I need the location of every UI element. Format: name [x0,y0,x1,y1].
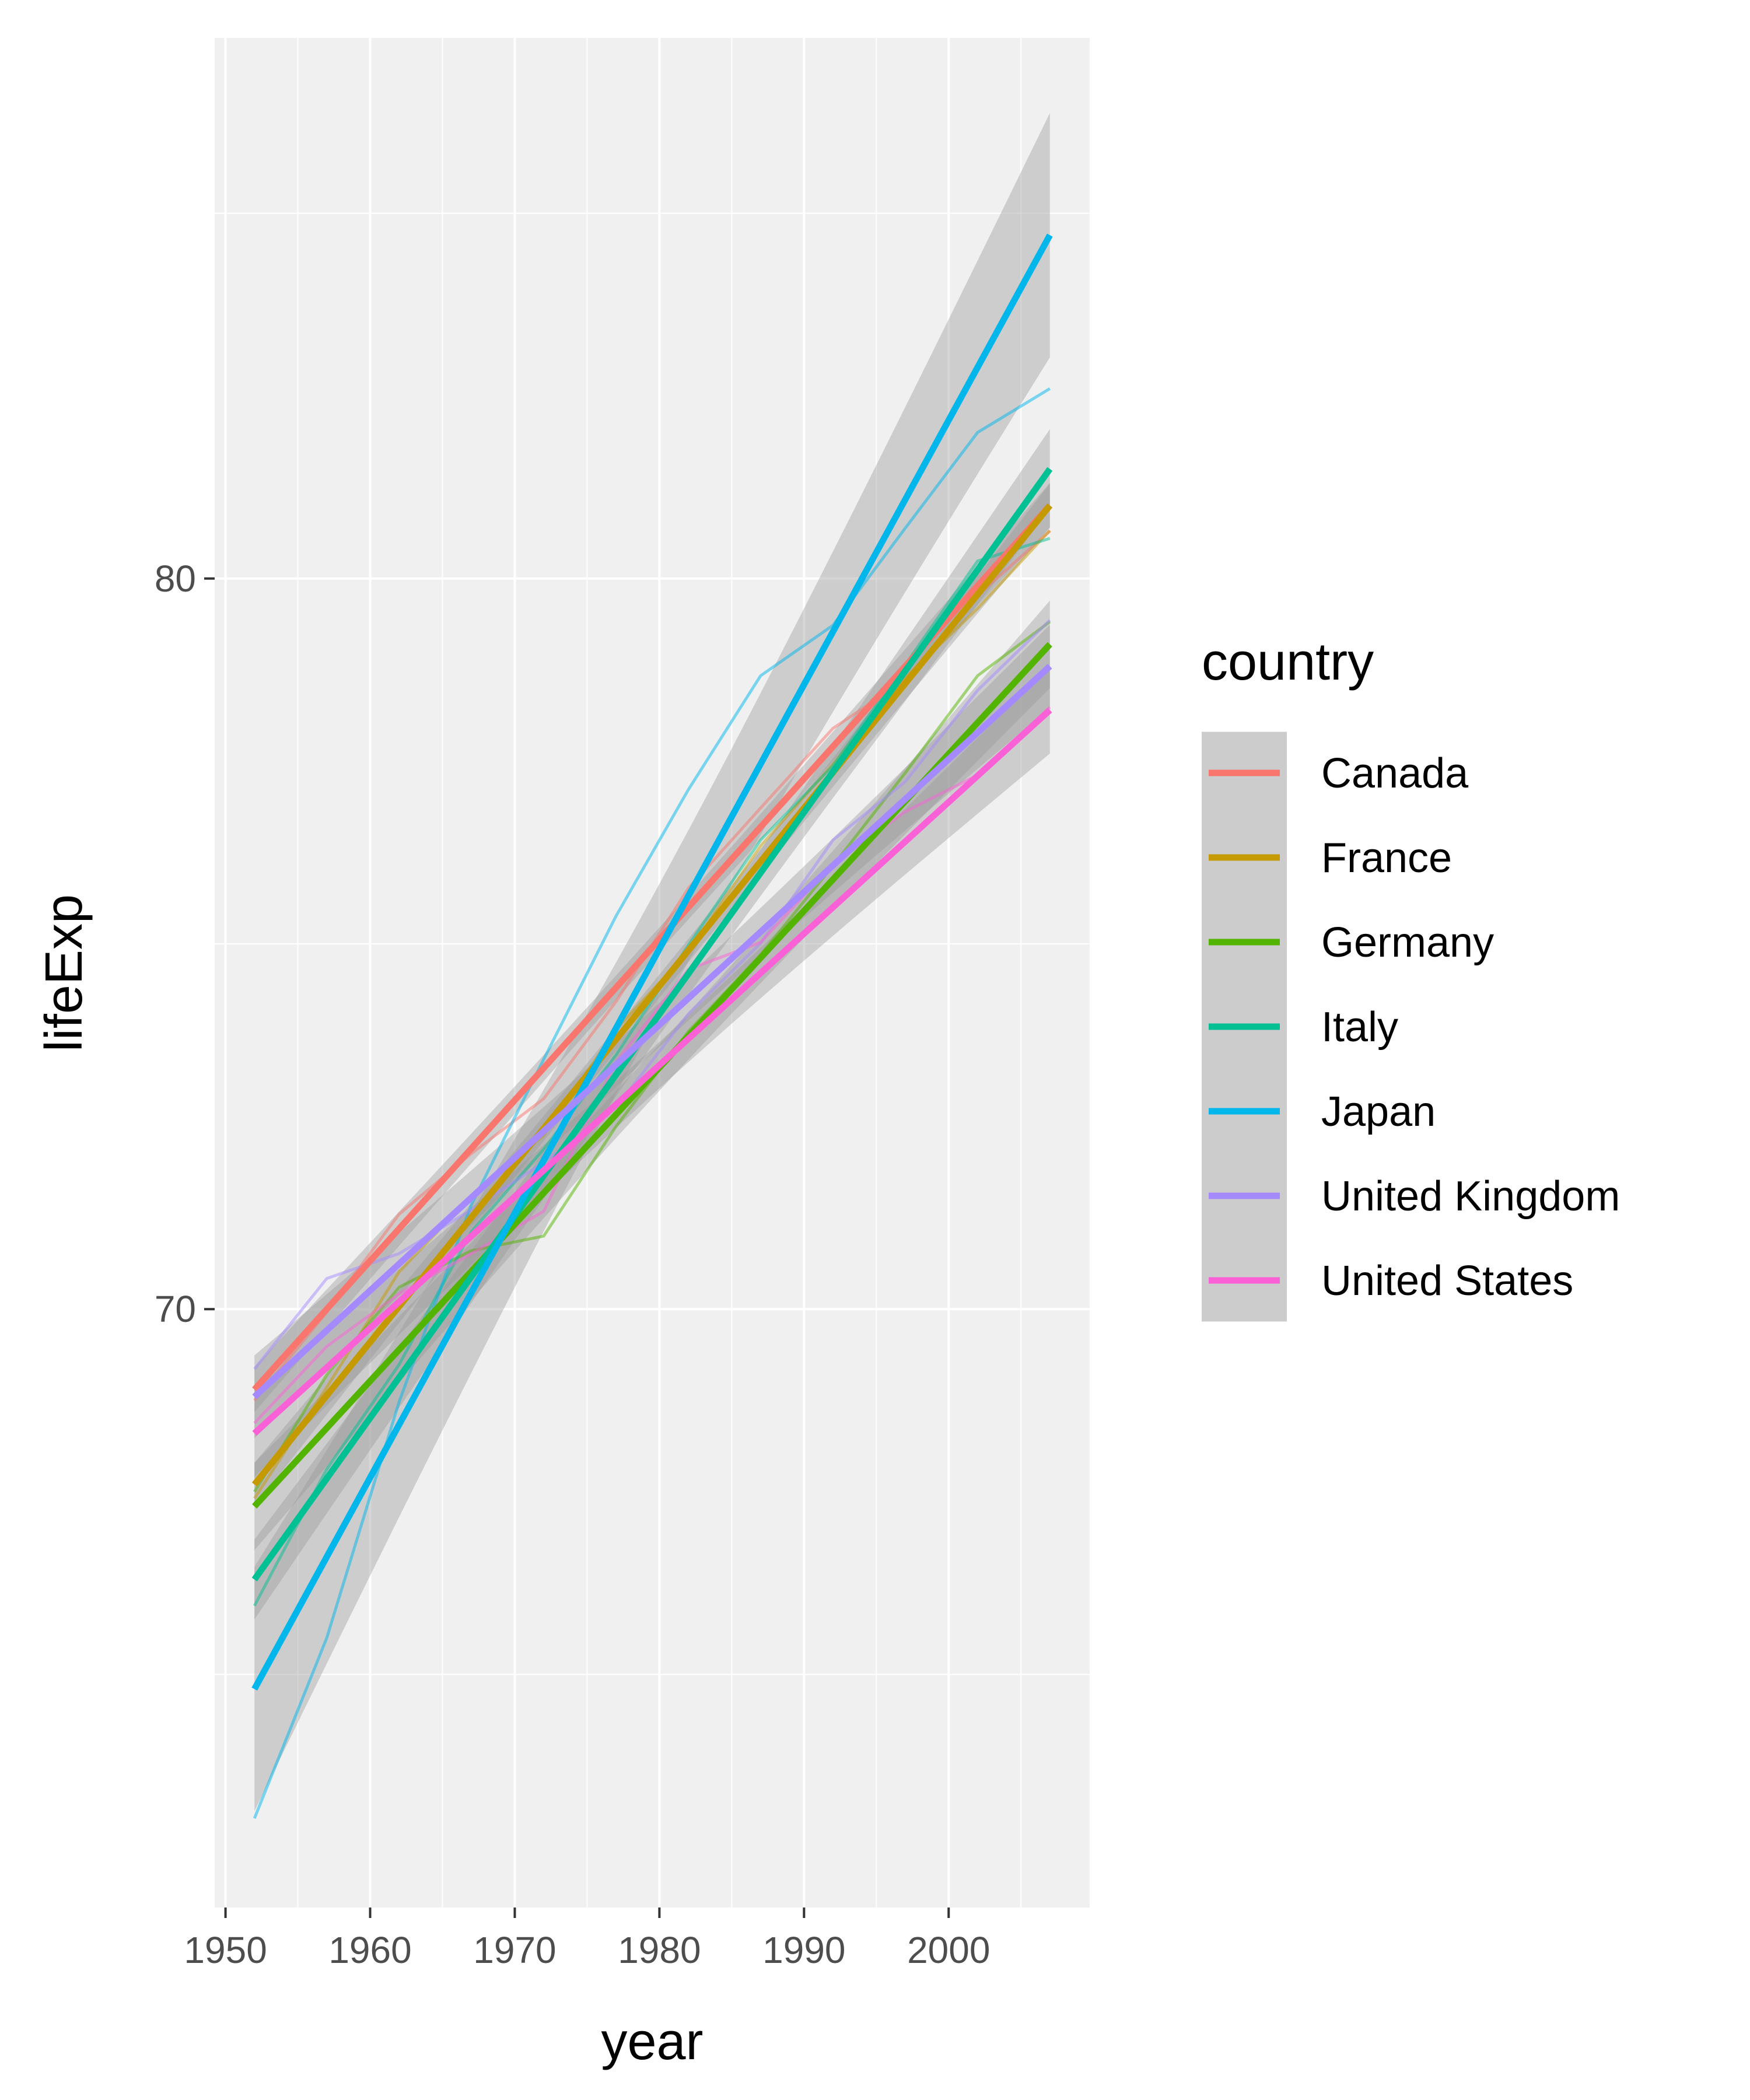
grid-major [215,38,1090,1908]
legend-label: Canada [1321,750,1469,797]
series-line-raw [253,619,1051,1370]
y-tick-label: 80 [155,558,196,600]
x-axis-title: year [601,2013,703,2071]
legend-label: Italy [1321,1004,1398,1051]
y-axis: 70 80 [155,558,215,1330]
series-line-raw [253,537,1051,1606]
legend-keys: Canada France Germany Italy Japan United King… [1202,732,1620,1322]
fit-lines [251,233,1053,1691]
x-axis: 1950 1960 1970 1980 1990 2000 [184,1908,990,1971]
x-tick-label: 1960 [328,1929,411,1971]
legend-label: United States [1321,1258,1573,1304]
x-tick-label: 2000 [907,1929,990,1971]
series-line-fit [251,233,1053,1691]
legend: country Canada France Germany Italy Japan Uni… [1202,633,1620,1322]
legend-label: France [1321,835,1452,881]
series-line-fit [252,708,1052,1436]
series-line-fit [252,664,1052,1399]
series-line-raw [253,706,1051,1424]
legend-label: Japan [1321,1088,1436,1135]
y-axis-title: lifeExp [35,894,93,1052]
x-tick-label: 1970 [473,1929,556,1971]
legend-label: Germany [1321,919,1494,966]
x-tick-label: 1950 [184,1929,267,1971]
series-line-fit [251,467,1053,1581]
x-tick-label: 1990 [762,1929,845,1971]
legend-label: United Kingdom [1321,1173,1620,1220]
legend-title: country [1202,633,1374,691]
y-tick-label: 70 [155,1288,196,1330]
series-line-fit [251,503,1053,1487]
plot-panel [215,38,1090,1908]
x-tick-label: 1980 [618,1929,701,1971]
